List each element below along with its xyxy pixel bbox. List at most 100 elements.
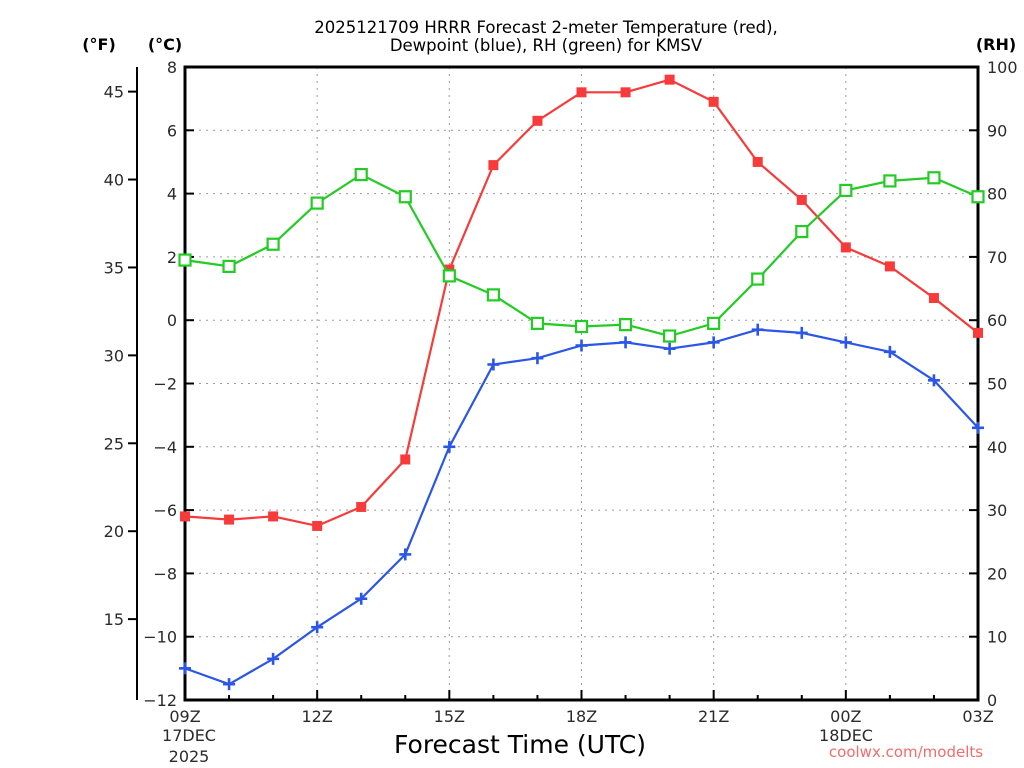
series-marker-dewpoint [311, 621, 324, 634]
series-marker-rh [795, 224, 809, 239]
series-marker-rh [266, 237, 280, 251]
start-date-day-label: 17DEC [162, 726, 216, 745]
fahrenheit-tick-label: 15 [104, 610, 124, 629]
series-marker-dewpoint [927, 374, 940, 387]
rh-tick-label: 50 [987, 375, 1007, 394]
series-marker-temperature [180, 511, 190, 522]
series-marker-temperature [488, 160, 499, 171]
series-marker-dewpoint [223, 678, 236, 691]
rh-tick-label: 20 [987, 564, 1007, 583]
series-marker-temperature [576, 87, 587, 98]
celsius-tick-label: −4 [153, 438, 177, 457]
series-marker-dewpoint [267, 652, 280, 665]
series-marker-rh [486, 288, 500, 302]
fahrenheit-axis: 15 20 25 30 35 40 45 [104, 67, 138, 700]
series-marker-temperature [752, 156, 763, 167]
fahrenheit-tick-label: 30 [104, 346, 124, 365]
series-marker-temperature [708, 96, 719, 107]
series-marker-temperature [664, 74, 675, 85]
series-marker-rh [310, 196, 324, 210]
series-marker-dewpoint [751, 323, 764, 336]
grid-lines [185, 67, 978, 700]
rh-tick-label: 60 [987, 311, 1007, 330]
celsius-tick-label: −10 [143, 628, 177, 647]
plot-frame [183, 65, 980, 702]
chart-title-line-2: Dewpoint (blue), RH (green) for KMSV [390, 36, 703, 55]
series-marker-dewpoint [531, 352, 544, 365]
series-marker-dewpoint [355, 592, 368, 605]
rh-tick-label: 0 [987, 691, 997, 710]
series-marker-dewpoint [179, 662, 191, 675]
series-marker-rh [530, 316, 545, 330]
celsius-axis: −12 −10 −8 −6 −4 −2 0 2 4 6 8 [143, 58, 194, 710]
series-marker-rh [971, 190, 985, 204]
series-marker-temperature [840, 242, 851, 253]
series-marker-rh [178, 253, 192, 267]
series-marker-rh [222, 259, 236, 273]
series-marker-dewpoint [795, 326, 808, 339]
series-marker-dewpoint [972, 421, 984, 434]
celsius-tick-label: −6 [153, 501, 177, 520]
celsius-tick-label: 0 [167, 311, 177, 330]
series-marker-temperature [928, 293, 939, 304]
series-marker-dewpoint [663, 342, 676, 355]
celsius-tick-label: −2 [153, 375, 177, 394]
rh-tick-label: 70 [987, 248, 1007, 267]
x-axis-title: Forecast Time (UTC) [394, 730, 646, 759]
series-marker-dewpoint [839, 336, 852, 349]
fahrenheit-tick-label: 40 [104, 171, 124, 190]
celsius-axis-label: (°C) [148, 35, 182, 54]
celsius-tick-label: −12 [143, 691, 177, 710]
series-marker-rh [707, 316, 721, 330]
series-marker-rh [442, 269, 456, 283]
celsius-tick-label: 2 [167, 248, 177, 267]
series-marker-temperature [312, 520, 323, 531]
watermark-credit: coolwx.com/modelts [829, 743, 983, 761]
series-marker-rh [574, 319, 589, 334]
x-axis: 09Z 12Z 15Z 18Z 21Z 00Z 03Z [169, 690, 994, 726]
data-series-layer [178, 74, 985, 691]
series-dewpoint [179, 323, 984, 691]
fahrenheit-axis-label: (°F) [82, 35, 116, 54]
series-marker-rh [398, 190, 412, 204]
series-marker-rh [883, 174, 897, 188]
celsius-tick-label: −8 [153, 564, 177, 583]
series-marker-temperature [356, 501, 367, 512]
series-marker-rh [618, 318, 633, 332]
x-tick-label: 21Z [698, 707, 729, 726]
series-marker-rh [751, 272, 765, 286]
end-date-day-label: 18DEC [819, 726, 873, 745]
series-marker-dewpoint [443, 440, 456, 453]
rh-tick-label: 10 [987, 628, 1007, 647]
series-marker-rh [927, 171, 941, 185]
series-marker-dewpoint [707, 336, 720, 349]
rh-tick-label: 90 [987, 121, 1007, 140]
rh-tick-label: 100 [987, 58, 1018, 77]
start-date-year-label: 2025 [169, 747, 210, 766]
series-marker-temperature [224, 514, 235, 525]
series-marker-dewpoint [575, 339, 588, 352]
series-marker-rh [354, 168, 368, 182]
rh-tick-label: 80 [987, 185, 1007, 204]
x-tick-label: 09Z [169, 707, 200, 726]
x-tick-label: 15Z [434, 707, 465, 726]
series-marker-temperature [620, 87, 631, 98]
chart-title-line-1: 2025121709 HRRR Forecast 2-meter Tempera… [314, 18, 778, 37]
series-marker-dewpoint [399, 548, 412, 561]
series-marker-dewpoint [619, 336, 632, 349]
celsius-tick-label: 4 [167, 185, 177, 204]
celsius-tick-label: 6 [167, 121, 177, 140]
series-marker-dewpoint [883, 345, 896, 358]
series-marker-rh [663, 329, 677, 343]
x-tick-label: 03Z [962, 707, 993, 726]
series-marker-rh [839, 183, 853, 198]
series-marker-temperature [884, 261, 895, 272]
fahrenheit-tick-label: 45 [104, 83, 124, 102]
fahrenheit-tick-label: 35 [104, 258, 124, 277]
x-tick-label: 18Z [566, 707, 597, 726]
rh-tick-label: 30 [987, 501, 1007, 520]
series-marker-temperature [796, 194, 807, 205]
